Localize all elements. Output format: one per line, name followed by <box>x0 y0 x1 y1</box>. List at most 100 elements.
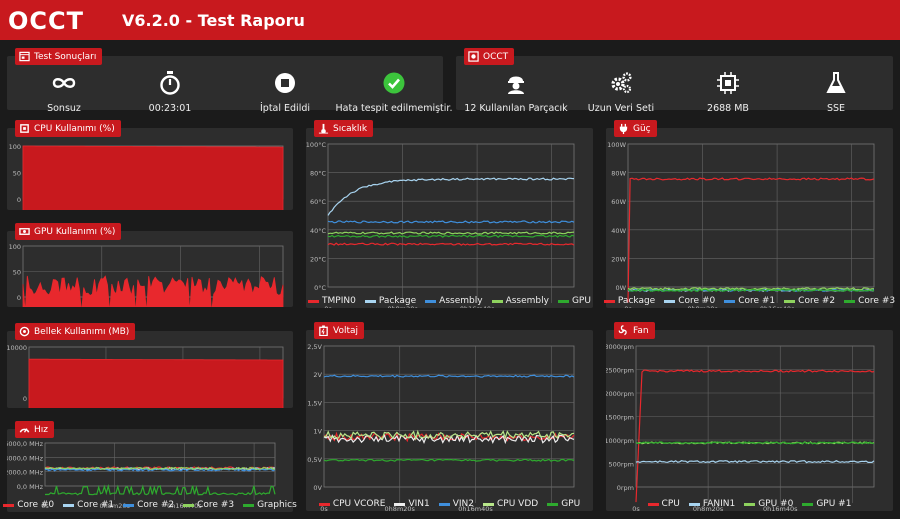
legend-label: Package <box>617 296 656 306</box>
legend-item[interactable]: Core #3 <box>183 500 234 510</box>
gpu-chart-panel: GPU Kullanımı (%)10050005001000 <box>7 223 293 307</box>
legend-item[interactable]: CPU VCORE <box>318 499 385 509</box>
chip-icon <box>717 72 739 94</box>
legend-label: VIN1 <box>408 499 430 509</box>
legend-item[interactable]: VIN2 <box>438 499 474 509</box>
legend-item[interactable]: Package <box>603 296 656 306</box>
legend-label: Core #3 <box>197 500 235 510</box>
infinity-icon <box>52 78 76 88</box>
legend-item[interactable]: Assembly <box>491 296 549 306</box>
y-tick-label: 2000rpm <box>606 390 634 398</box>
legend-item[interactable]: Graphics <box>243 500 297 510</box>
legend-item[interactable]: Core #1 <box>724 296 775 306</box>
y-tick-label: 20°C <box>310 255 327 263</box>
series-line-3 <box>323 429 575 441</box>
legend-item[interactable]: Core #2 <box>123 500 174 510</box>
volt-chart-tag: Voltaj <box>314 322 365 339</box>
volt-legend: CPU VCORE VIN1 VIN2 CPU VDD GPU <box>306 499 593 509</box>
result-duration: Sonsuz <box>4 70 124 114</box>
legend-swatch <box>603 299 615 303</box>
check-circle-icon <box>383 72 405 94</box>
occt-logo: OCCT <box>8 8 84 32</box>
legend-item[interactable]: GPU <box>557 296 591 306</box>
legend-item[interactable]: CPU <box>647 499 680 509</box>
series-line-3 <box>635 441 874 445</box>
y-tick-label: 0 <box>17 294 21 302</box>
cpu-chart: 10050005001000 <box>9 143 284 210</box>
x-tick-label: 0h16m40s <box>460 305 495 308</box>
legend-item[interactable]: Package <box>364 296 416 306</box>
series-line-4 <box>323 458 575 462</box>
legend-label: GPU #1 <box>816 499 852 509</box>
y-tick-label: 100 <box>9 143 21 151</box>
legend-label: GPU <box>571 296 591 306</box>
plot-frame <box>323 345 575 488</box>
speed-chart-tag: Hız <box>15 421 54 438</box>
fan-chart: 3000rpm 2500rpm 2000rpm 1500rpm 1000rpm 500rp… <box>606 343 875 511</box>
y-tick-label: 1,5V <box>307 399 322 407</box>
legend-label: FANIN1 <box>702 499 736 509</box>
fan-chart-title: Fan <box>633 325 649 336</box>
legend-swatch <box>647 502 659 506</box>
legend-item[interactable]: Assembly <box>425 296 483 306</box>
occt-threads: 12 Kullanılan Parçacık <box>456 70 576 114</box>
legend-item[interactable]: Core #0 <box>664 296 715 306</box>
area-series <box>28 358 284 408</box>
legend-swatch <box>688 502 700 506</box>
flask-icon <box>826 72 846 93</box>
legend-swatch <box>547 502 559 506</box>
legend-item[interactable]: Core #0 <box>3 500 54 510</box>
legend-swatch <box>744 502 756 506</box>
power-chart: 100W 80W 60W 40W 20W 0W 0s 0h8m20s 0h16m40s <box>607 141 875 308</box>
legend-swatch <box>425 299 437 303</box>
legend-item[interactable]: Core #3 <box>844 296 895 306</box>
legend-item[interactable]: FANIN1 <box>688 499 736 509</box>
series-line-1 <box>635 460 875 464</box>
speed-icon <box>19 428 30 433</box>
legend-label: Graphics <box>257 500 297 510</box>
legend-item[interactable]: CPU VDD <box>483 499 538 509</box>
legend-swatch <box>724 299 736 303</box>
legend-label: Core #0 <box>17 500 55 510</box>
occt-dataset: Uzun Veri Seti <box>561 70 681 114</box>
series-line-2 <box>323 374 575 378</box>
y-tick-label: 4000,0 MHz <box>7 454 44 462</box>
legend-swatch <box>491 299 503 303</box>
legend-swatch <box>394 502 406 506</box>
test-results-panel: Test Sonuçları Sonsuz 00:23:01 İptal Edi… <box>7 48 452 114</box>
legend-item[interactable]: Core #1 <box>63 500 114 510</box>
series-line-4 <box>44 483 276 496</box>
legend-item[interactable]: VIN1 <box>394 499 430 509</box>
y-tick-label: 80W <box>611 170 626 178</box>
plug-icon <box>619 123 628 134</box>
svg-text:OCCT: OCCT <box>8 8 84 32</box>
plot-frame <box>627 143 875 288</box>
legend-item[interactable]: TMPIN0 <box>308 296 356 306</box>
series-line-0 <box>327 242 575 246</box>
y-tick-label: 100 <box>9 243 21 251</box>
x-tick-label: 0s <box>320 505 328 511</box>
legend-swatch <box>183 503 195 507</box>
occt-instruction: SSE <box>776 70 896 114</box>
legend-item[interactable]: GPU <box>547 499 580 509</box>
legend-item[interactable]: GPU #1 <box>802 499 851 509</box>
temp-legend: TMPIN0 Package Assembly Assembly GPU <box>306 296 593 306</box>
y-tick-label: 10000 <box>7 344 27 352</box>
legend-item[interactable]: Core #2 <box>784 296 835 306</box>
y-tick-label: 80°C <box>310 170 327 178</box>
series-line-2 <box>327 220 575 224</box>
temp-chart-panel: Sıcaklık 100°C 80°C 60°C 40°C 20°C 0°C 0s 0h8m20… <box>306 120 593 308</box>
y-tick-label: 2500rpm <box>606 367 634 375</box>
legend-swatch <box>123 503 135 507</box>
legend-label: GPU #0 <box>758 499 794 509</box>
legend-item[interactable]: GPU #0 <box>744 499 793 509</box>
cpu-icon <box>20 124 29 133</box>
worker-icon <box>508 76 524 94</box>
x-tick-label: 0h8m20s <box>100 502 131 510</box>
plot-frame <box>44 442 276 487</box>
fan-chart-tag: Fan <box>614 322 655 339</box>
y-tick-label: 1V <box>313 428 322 436</box>
y-tick-label: 0V <box>313 484 322 492</box>
legend-label: GPU <box>561 499 581 509</box>
y-tick-label: 6000,0 MHz <box>7 440 44 448</box>
